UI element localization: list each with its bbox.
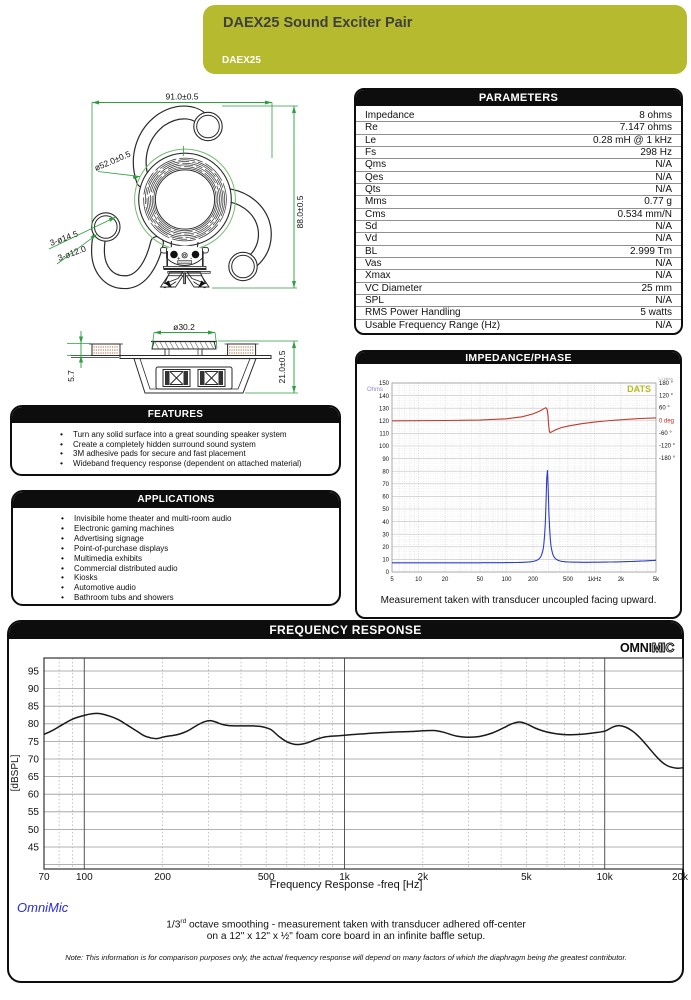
- svg-text:5.7: 5.7: [66, 370, 76, 382]
- svg-text:91.0±0.5: 91.0±0.5: [165, 92, 198, 102]
- svg-text:110: 110: [379, 432, 389, 438]
- svg-text:1k: 1k: [339, 872, 351, 883]
- svg-text:45: 45: [28, 842, 40, 853]
- svg-text:90: 90: [382, 457, 389, 463]
- svg-text:120 °: 120 °: [659, 393, 674, 399]
- svg-text:50: 50: [28, 825, 40, 836]
- svg-text:80: 80: [28, 719, 40, 730]
- svg-text:10: 10: [382, 558, 389, 564]
- svg-text:60 °: 60 °: [659, 406, 670, 412]
- svg-text:90: 90: [28, 684, 40, 695]
- svg-text:20k: 20k: [672, 872, 689, 883]
- svg-text:100: 100: [379, 444, 390, 450]
- svg-text:-60 °: -60 °: [659, 431, 672, 437]
- svg-text:DATS: DATS: [627, 384, 651, 394]
- svg-text:500: 500: [563, 577, 574, 583]
- svg-text:5k: 5k: [653, 577, 660, 583]
- svg-text:65: 65: [28, 772, 40, 783]
- svg-text:ø30.2: ø30.2: [173, 322, 195, 332]
- svg-text:10k: 10k: [597, 872, 614, 883]
- svg-text:30: 30: [382, 532, 389, 538]
- svg-text:3-ø14.5: 3-ø14.5: [48, 228, 79, 248]
- svg-text:500: 500: [258, 872, 275, 883]
- svg-text:20: 20: [442, 577, 449, 583]
- svg-text:1kHz: 1kHz: [588, 577, 602, 583]
- svg-text:70: 70: [38, 872, 50, 883]
- svg-text:140: 140: [379, 394, 390, 400]
- svg-text:95: 95: [28, 666, 40, 677]
- svg-text:50: 50: [382, 507, 389, 513]
- svg-text:100: 100: [501, 577, 512, 583]
- svg-text:0: 0: [386, 570, 390, 576]
- svg-text:[dBSPL]: [dBSPL]: [10, 754, 21, 791]
- svg-text:20: 20: [382, 545, 389, 551]
- svg-text:10: 10: [415, 577, 422, 583]
- svg-text:40: 40: [382, 520, 389, 526]
- svg-text:75: 75: [28, 737, 40, 748]
- svg-text:2k: 2k: [418, 872, 430, 883]
- svg-text:120: 120: [379, 419, 390, 425]
- svg-text:200: 200: [154, 872, 171, 883]
- svg-text:-120 °: -120 °: [659, 444, 676, 450]
- svg-text:88.0±0.5: 88.0±0.5: [295, 195, 305, 228]
- svg-text:80: 80: [382, 469, 389, 475]
- svg-text:-180 °: -180 °: [659, 456, 676, 462]
- svg-text:2k: 2k: [618, 577, 625, 583]
- svg-text:50: 50: [477, 577, 484, 583]
- svg-text:60: 60: [28, 790, 40, 801]
- svg-text:130: 130: [379, 406, 390, 412]
- svg-text:0 deg: 0 deg: [659, 419, 674, 425]
- svg-text:1.1 kHz/s: 1.1 kHz/s: [658, 377, 673, 381]
- svg-text:100: 100: [76, 872, 93, 883]
- svg-text:+: +: [177, 256, 181, 262]
- svg-text:70: 70: [28, 754, 40, 765]
- svg-text:5: 5: [390, 577, 394, 583]
- svg-text:60: 60: [382, 495, 389, 501]
- svg-text:5k: 5k: [521, 872, 533, 883]
- svg-text:21.0±0.5: 21.0±0.5: [277, 350, 287, 383]
- svg-text:ø52.0±0.5: ø52.0±0.5: [93, 149, 132, 173]
- svg-text:180 °: 180 °: [659, 381, 674, 387]
- svg-text:70: 70: [382, 482, 389, 488]
- svg-text:-: -: [190, 256, 192, 262]
- svg-text:150: 150: [379, 381, 390, 387]
- svg-text:55: 55: [28, 807, 40, 818]
- svg-text:85: 85: [28, 702, 40, 713]
- svg-text:Ohms: Ohms: [367, 387, 383, 393]
- svg-text:200: 200: [528, 577, 539, 583]
